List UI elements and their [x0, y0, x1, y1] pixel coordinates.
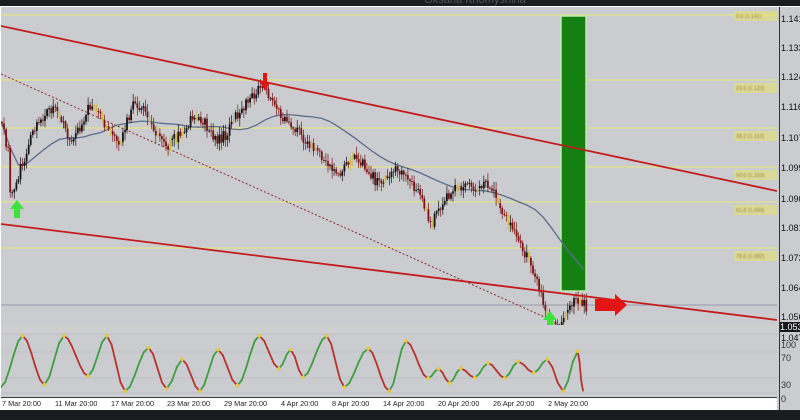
svg-text:50.0 (1.103): 50.0 (1.103)	[736, 173, 765, 179]
svg-text:38.2 (1.112): 38.2 (1.112)	[736, 134, 764, 140]
svg-text:23.6 (1.123): 23.6 (1.123)	[736, 86, 765, 92]
svg-text:78.6 (1.082): 78.6 (1.082)	[736, 254, 765, 260]
svg-text:61.8 (1.094): 61.8 (1.094)	[736, 208, 765, 214]
svg-text:0.0 (1.141): 0.0 (1.141)	[736, 14, 762, 20]
